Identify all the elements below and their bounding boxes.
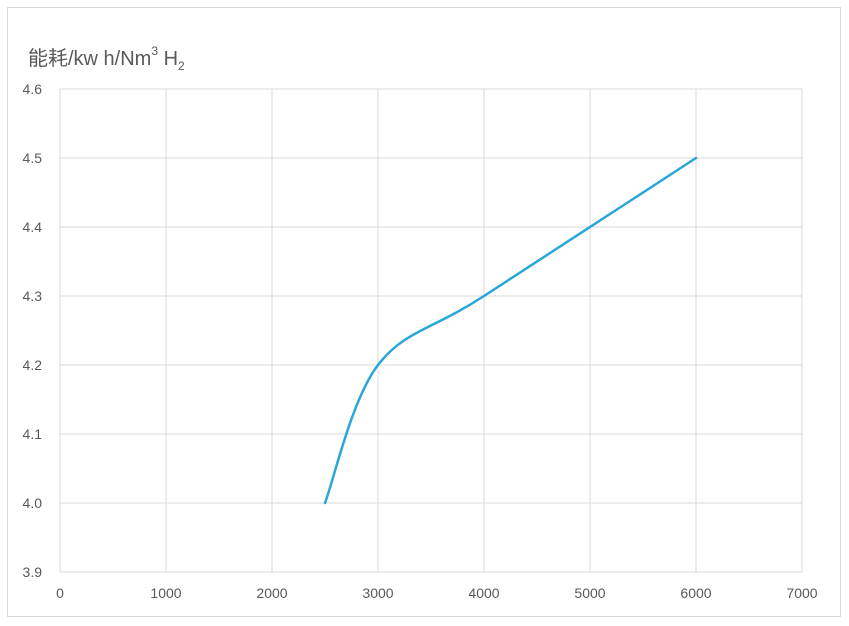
y-tick-label: 4.2 [23, 357, 43, 373]
x-tick-labels: 0 1000 2000 3000 4000 5000 6000 7000 [56, 585, 818, 601]
x-tick-label: 5000 [574, 585, 605, 601]
series-group [323, 156, 698, 505]
y-tick-label: 4.5 [23, 150, 43, 166]
y-axis-title-sub: 2 [178, 59, 185, 73]
y-tick-label: 4.1 [23, 426, 43, 442]
x-tick-label: 0 [56, 585, 64, 601]
x-tick-label: 6000 [680, 585, 711, 601]
chart-frame [7, 7, 841, 617]
y-tick-label: 4.6 [23, 81, 43, 97]
y-axis-title: 能耗/kw h/Nm3 H2 [28, 42, 185, 73]
y-tick-label: 3.9 [23, 564, 43, 580]
y-tick-label: 4.4 [23, 219, 43, 235]
x-tick-label: 7000 [786, 585, 817, 601]
grid-lines [59, 88, 803, 573]
x-tick-label: 2000 [256, 585, 287, 601]
x-tick-label: 3000 [362, 585, 393, 601]
x-tick-label: 1000 [150, 585, 181, 601]
y-tick-label: 4.3 [23, 288, 43, 304]
y-axis-title-main: 能耗/kw h/Nm [28, 48, 152, 70]
y-axis-title-space: H [158, 48, 179, 70]
y-tick-labels: 3.9 4.0 4.1 4.2 4.3 4.4 4.5 4.6 [23, 81, 43, 580]
y-axis-title-sup: 3 [151, 44, 159, 59]
x-tick-label: 4000 [468, 585, 499, 601]
y-tick-label: 4.0 [23, 495, 43, 511]
series-line-0 [323, 156, 698, 505]
